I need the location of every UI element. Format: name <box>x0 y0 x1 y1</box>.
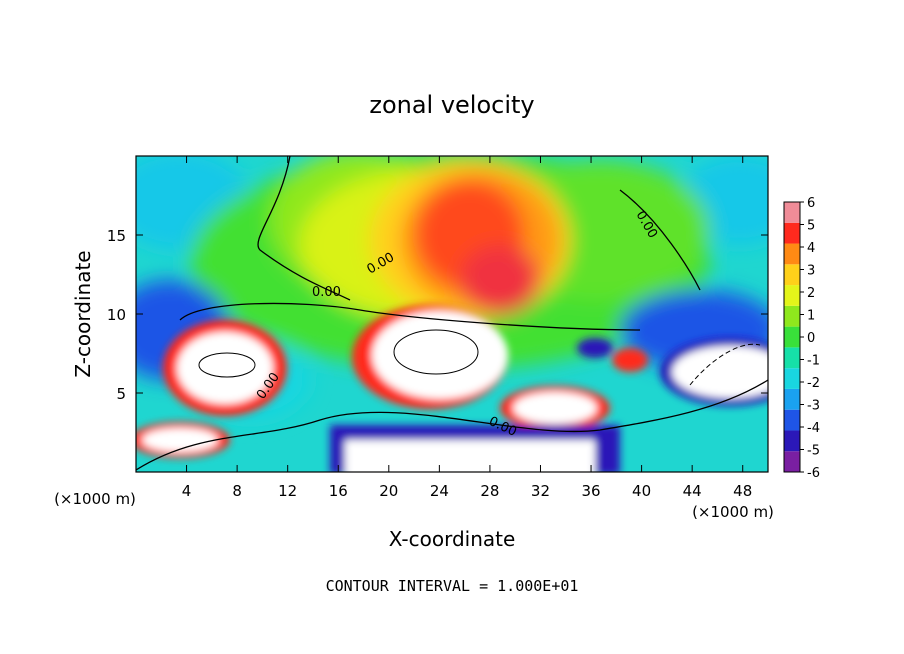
y-tick-label: 15 <box>107 227 126 245</box>
colorbar-label: 4 <box>807 241 815 256</box>
colorbar-segment <box>784 202 800 223</box>
colorbar-labels: 6 5 4 3 2 1 0 -1 -2 -3 -4 -5 -6 <box>800 196 820 481</box>
x-tick-label: 24 <box>430 482 449 500</box>
colorbar-label: 6 <box>807 196 815 211</box>
colorbar-label: -3 <box>807 399 820 414</box>
zero-contours <box>136 156 768 471</box>
x-tick-label: 28 <box>480 482 499 500</box>
colorbar-segment <box>784 388 800 410</box>
colorbar-segment <box>784 326 800 348</box>
x-tick-label: 8 <box>232 482 242 500</box>
y-tick-label: 10 <box>107 306 126 324</box>
x-tick-label: 40 <box>632 482 651 500</box>
contour-interval-note: CONTOUR INTERVAL = 1.000E+01 <box>326 577 579 595</box>
colorbar-label: -4 <box>807 421 820 436</box>
inner-contours <box>198 329 761 386</box>
colorbar-segment <box>784 222 800 244</box>
contour-label: 0.00 <box>312 285 341 300</box>
x-tick-label: 44 <box>683 482 702 500</box>
x-unit-label-right: (×1000 m) <box>692 503 774 521</box>
colorbar-segment <box>784 285 800 306</box>
colorbar-label: -1 <box>807 354 820 369</box>
velocity-field <box>136 156 768 472</box>
y-axis-title: Z-coordinate <box>71 250 95 377</box>
y-tick-label: 5 <box>116 385 126 403</box>
colorbar <box>783 201 801 473</box>
colorbar-segment <box>784 409 800 431</box>
colorbar-segment <box>784 347 800 369</box>
colorbar-label: 1 <box>807 309 815 324</box>
colorbar-label: 2 <box>807 286 815 301</box>
x-tick-label: 20 <box>379 482 398 500</box>
colorbar-label: 0 <box>807 331 815 346</box>
field-detail-layer <box>136 305 768 472</box>
x-tick-label: 12 <box>278 482 297 500</box>
colorbar-label: -6 <box>807 466 820 481</box>
colorbar-segment <box>784 243 800 265</box>
colorbar-label: -2 <box>807 376 820 391</box>
colorbar-segment <box>784 264 800 286</box>
colorbar-label: 3 <box>807 264 815 279</box>
chart-title: zonal velocity <box>369 91 534 119</box>
x-unit-label-left: (×1000 m) <box>54 490 136 508</box>
colorbar-segment <box>784 368 800 389</box>
x-tick-label: 16 <box>329 482 348 500</box>
x-tick-label: 4 <box>182 482 192 500</box>
x-axis-title: X-coordinate <box>389 527 516 551</box>
x-tick-label: 32 <box>531 482 550 500</box>
x-tick-label: 36 <box>581 482 600 500</box>
colorbar-segment <box>784 305 800 327</box>
colorbar-segment <box>784 451 800 472</box>
x-axis-ticks: 4 8 12 16 20 24 28 32 36 40 44 48 <box>182 156 752 500</box>
colorbar-segment <box>784 430 800 452</box>
colorbar-label: -5 <box>807 444 820 459</box>
colorbar-label: 5 <box>807 219 815 234</box>
y-axis-ticks: 5 10 15 <box>107 227 768 403</box>
x-tick-label: 48 <box>733 482 752 500</box>
